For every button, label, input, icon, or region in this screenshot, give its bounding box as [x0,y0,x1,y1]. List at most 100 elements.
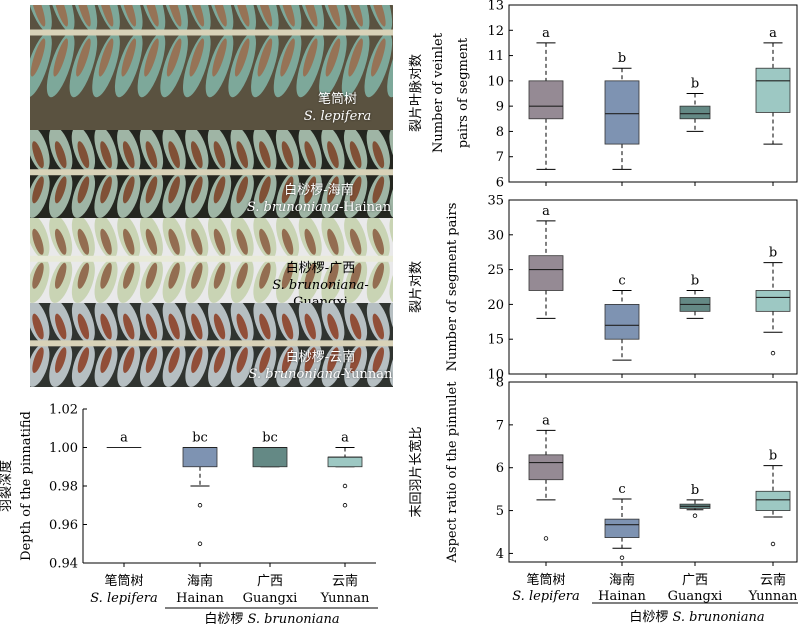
y-tick-label: 13 [487,0,504,14]
y-tick-label: 6 [496,176,504,191]
caption-sci: S. brunoniana [246,200,340,215]
sori [121,5,137,27]
sori [327,141,339,169]
sori [259,347,271,373]
sori [372,347,384,373]
y-tick-label: 1.02 [49,403,78,418]
sori [371,38,386,77]
pinnule [137,5,166,33]
sori [349,262,362,289]
sori [302,38,318,77]
sori [189,38,205,77]
sori [302,5,318,27]
box-iqr [252,447,288,468]
sori [304,347,316,373]
x-label-en: Hainan [598,589,646,604]
rachis [30,340,393,347]
sori [349,228,362,255]
sori [191,313,203,340]
sori [281,141,294,169]
y-tick-label: 4 [496,547,504,562]
y-tick-label: 10 [487,368,504,383]
caption-zh: 笔筒树 [317,92,357,107]
significance-letter: a [341,431,349,446]
sori [98,5,114,27]
sori [304,313,316,340]
sori [77,141,90,169]
pinnule [341,5,370,33]
pinnule [228,5,257,33]
sori [259,141,271,169]
pinnule [364,5,393,33]
caption-zh: 白桫椤-广西 [285,261,356,276]
sori [32,347,44,373]
y-tick-label: 5 [496,504,504,519]
x-label-en: Yunnan [748,589,798,604]
y-tick-label: 1.00 [49,441,78,456]
y-axis-label-zh: 末回羽片长宽比 [408,426,424,517]
sori [234,5,250,27]
photo-hainan: 白桫椤-海南 S. brunoniana-Hainan [30,130,393,218]
sori [145,262,158,289]
outlier-point [197,541,203,546]
sori [190,176,203,204]
caption-sci: S. lepifera [303,109,372,124]
sori [100,228,112,255]
sori [212,38,227,77]
sori [371,5,386,27]
x-label-zh: 笔筒树 [526,572,565,588]
sori [372,141,385,169]
sori [100,176,112,204]
chart-panel: 0.94 0.96 0.98 1.00 1.02 a bc bc a 羽裂深度 Depth of t… [0,403,376,572]
sori [281,176,294,204]
sori [122,141,135,169]
box-hainan: c [604,482,640,560]
sori [145,141,158,169]
caption-zh: 白桫椤-云南 [285,350,356,365]
sori [259,313,271,340]
sori [55,313,67,340]
outlier-point [543,536,549,541]
sori [213,347,226,373]
sori [349,141,362,169]
box-guangxi: b [679,77,711,132]
sori [349,176,362,204]
significance-letter: b [691,483,699,498]
sori [372,228,385,255]
box-iqr [679,105,711,120]
frond-image [30,218,393,303]
sori [372,313,384,340]
frond [30,218,393,303]
sori [77,228,90,255]
y-tick-label: 0.94 [49,557,78,572]
frond-image [30,5,393,130]
box-iqr [528,454,564,481]
x-label-zh: 广西 [257,574,283,589]
x-label-en: Hainan [176,591,224,606]
caption-region: -Yunnan [340,367,393,382]
sori [54,262,67,289]
box-yunnan: a [755,26,791,145]
sori [121,38,137,77]
sori [281,228,294,255]
sori [100,313,112,340]
pinnule [273,5,302,33]
group-bracket-label: 白桫椤 S. brunoniana [204,611,339,624]
pinnule [46,5,75,33]
sori [144,5,159,27]
pinnule [114,5,143,33]
outlier-point [770,541,776,547]
x-label-en: S. lepifera [90,591,158,606]
box-hainan: b [604,51,640,170]
sori [100,141,112,169]
significance-letter: b [691,77,699,92]
sori [77,313,90,340]
sori [145,176,158,204]
box-iqr [327,456,363,468]
chart-panel: 4 5 6 7 8 a c b b 末回羽片长宽比 Aspect ratio of the pinn… [408,376,798,566]
sori [32,313,44,340]
x-label-zh: 广西 [682,573,708,588]
sori [145,228,158,255]
box-guangxi: b [679,483,711,518]
